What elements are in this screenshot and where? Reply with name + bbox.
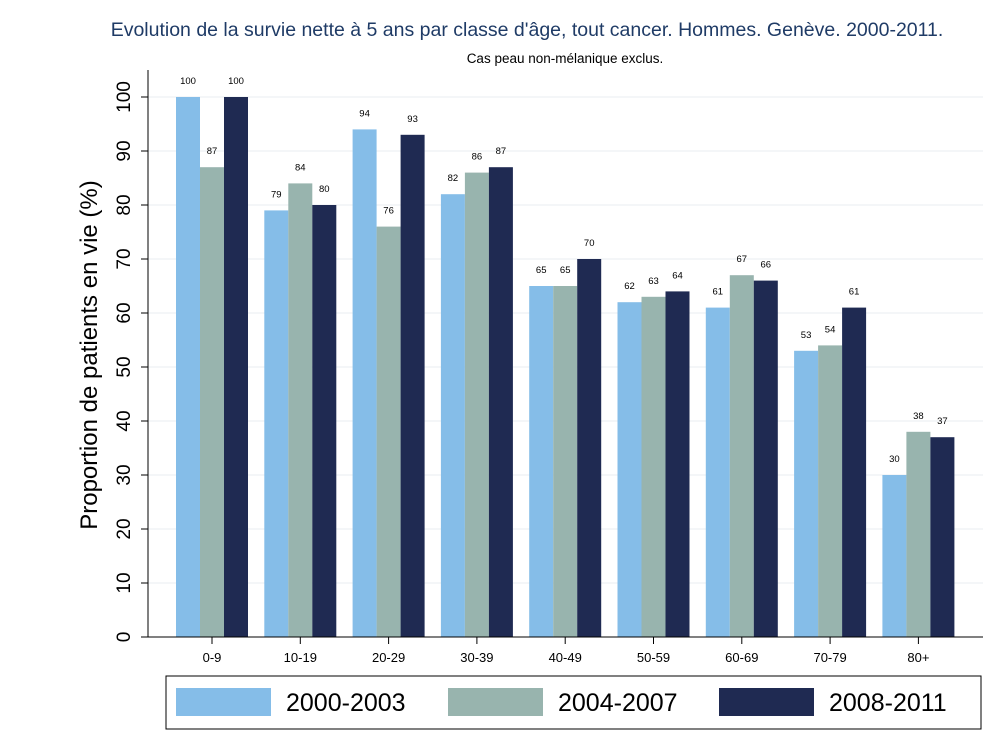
legend-label: 2008-2011 <box>829 689 947 717</box>
data-label: 87 <box>496 146 507 157</box>
bar-2000-2003-50-59 <box>617 302 642 637</box>
data-label: 61 <box>713 287 724 298</box>
y-tick-label: 10 <box>114 572 135 593</box>
data-label: 80 <box>319 184 330 195</box>
x-tick-label: 20-29 <box>372 650 405 665</box>
x-tick-label: 50-59 <box>637 650 670 665</box>
y-tick-label: 70 <box>114 248 135 269</box>
legend: 2000-2003 2004-2007 2008-2011 <box>165 675 982 730</box>
y-tick-label: 80 <box>114 194 135 215</box>
bar-2008-2011-50-59 <box>665 291 690 637</box>
bar-2000-2003-10-19 <box>264 210 289 637</box>
data-label: 64 <box>672 270 683 281</box>
data-label: 93 <box>407 114 418 125</box>
data-label: 65 <box>536 265 547 276</box>
bar-2000-2003-0-9 <box>176 97 200 637</box>
bar-2000-2003-30-39 <box>440 194 465 637</box>
bar-2008-2011-10-19 <box>312 205 337 637</box>
bar-2004-2007-60-69 <box>729 275 754 637</box>
y-tick-label: 90 <box>114 140 135 161</box>
data-label: 53 <box>801 330 812 341</box>
y-axis-label: Proportion de patients en vie (%) <box>76 180 103 530</box>
data-label: 70 <box>584 238 595 249</box>
data-label: 61 <box>849 287 860 298</box>
legend-label: 2000-2003 <box>286 689 406 717</box>
data-label: 37 <box>937 416 948 427</box>
data-label: 87 <box>207 146 218 157</box>
x-tick-label: 30-39 <box>460 650 493 665</box>
bar-2004-2007-30-39 <box>464 172 489 637</box>
bars <box>176 97 955 638</box>
x-tick-label: 40-49 <box>549 650 582 665</box>
data-label: 94 <box>359 108 370 119</box>
bar-2004-2007-10-19 <box>288 183 313 637</box>
data-label: 100 <box>228 76 244 87</box>
bar-2004-2007-70-79 <box>818 345 843 637</box>
x-tick-label: 60-69 <box>725 650 758 665</box>
bar-2000-2003-80+ <box>882 475 907 637</box>
data-label: 82 <box>448 173 459 184</box>
y-tick-label: 30 <box>114 464 135 485</box>
bar-2008-2011-30-39 <box>488 167 513 637</box>
bar-2000-2003-70-79 <box>794 350 819 637</box>
bar-2008-2011-0-9 <box>224 97 248 637</box>
bar-2000-2003-20-29 <box>352 129 377 637</box>
data-label: 79 <box>271 189 282 200</box>
data-label: 86 <box>472 152 483 163</box>
y-tick-label: 100 <box>114 81 135 113</box>
y-tick-label: 50 <box>114 356 135 377</box>
data-label: 63 <box>648 276 659 287</box>
legend-box <box>165 675 982 730</box>
y-tick-label: 60 <box>114 302 135 323</box>
legend-swatch <box>719 688 814 716</box>
legend-swatch <box>176 688 271 716</box>
x-tick-label: 10-19 <box>284 650 317 665</box>
y-tick-label: 20 <box>114 518 135 539</box>
data-label: 62 <box>624 281 635 292</box>
data-label: 54 <box>825 324 836 335</box>
x-tick-label: 0-9 <box>203 650 222 665</box>
data-label: 65 <box>560 265 571 276</box>
bar-2004-2007-40-49 <box>553 286 578 637</box>
legend-label: 2004-2007 <box>558 689 678 717</box>
data-label: 66 <box>761 260 772 271</box>
data-label: 67 <box>737 254 748 265</box>
y-tick-label: 40 <box>114 410 135 431</box>
chart-subtitle: Cas peau non-mélanique exclus. <box>467 51 664 66</box>
data-label: 76 <box>383 206 394 217</box>
bar-2008-2011-40-49 <box>577 259 602 637</box>
bar-2000-2003-40-49 <box>529 286 554 637</box>
bar-2004-2007-20-29 <box>376 226 401 637</box>
legend-swatch <box>448 688 543 716</box>
data-label: 84 <box>295 162 306 173</box>
data-labels: 100 87 100 79 84 80 94 76 93 82 86 87 65 65 70 62 63 64 61… <box>180 76 948 465</box>
bar-2008-2011-70-79 <box>842 307 867 637</box>
x-tick-label: 80+ <box>907 650 929 665</box>
bar-2008-2011-80+ <box>930 437 955 637</box>
bar-2004-2007-0-9 <box>200 167 224 637</box>
data-label: 30 <box>889 454 900 465</box>
bar-2008-2011-60-69 <box>753 280 778 637</box>
bar-2000-2003-60-69 <box>705 307 730 637</box>
chart-title: Evolution de la survie nette à 5 ans par… <box>111 19 944 41</box>
axes: 0 10 20 30 40 50 60 70 80 90 100 0-9 10-19 20-29 30-39… <box>114 70 983 665</box>
data-label: 38 <box>913 411 924 422</box>
x-tick-label: 70-79 <box>813 650 846 665</box>
bar-2004-2007-50-59 <box>641 296 666 637</box>
y-tick-label: 0 <box>114 632 135 643</box>
data-label: 100 <box>180 76 196 87</box>
bar-2004-2007-80+ <box>906 431 931 637</box>
bar-2008-2011-20-29 <box>400 134 425 638</box>
